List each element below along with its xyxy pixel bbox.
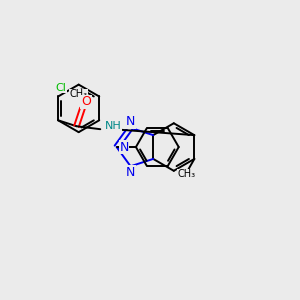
Text: CH₃: CH₃ [70, 89, 88, 99]
Text: N: N [126, 166, 135, 179]
Text: CH₃: CH₃ [178, 169, 196, 179]
Text: Cl: Cl [56, 82, 67, 93]
Text: O: O [81, 95, 91, 108]
Text: N: N [119, 140, 129, 154]
Text: N: N [126, 115, 135, 128]
Text: NH: NH [105, 121, 122, 131]
